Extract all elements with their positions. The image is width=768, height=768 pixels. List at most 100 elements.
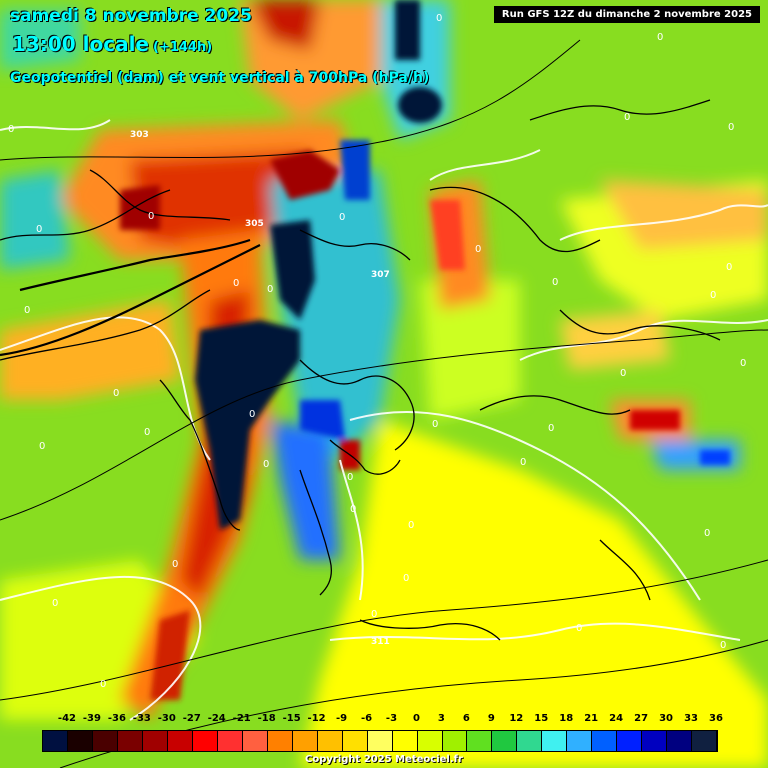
colorbar xyxy=(42,730,718,752)
colorbar-tick-label: -12 xyxy=(307,713,326,724)
zero-label: 0 xyxy=(249,409,255,420)
colorbar-swatch xyxy=(267,731,293,751)
isohypse-label-307: 307 xyxy=(371,270,390,280)
zero-label: 0 xyxy=(624,112,630,123)
colorbar-tick-label: 27 xyxy=(634,713,649,724)
colorbar-swatch xyxy=(492,731,518,751)
geopotential-labels: 303 305 307 311 xyxy=(130,130,390,647)
zero-label: 0 xyxy=(371,609,377,620)
colorbar-swatch xyxy=(217,731,243,751)
lead-time: (+144h) xyxy=(153,40,213,55)
colorbar-swatch xyxy=(592,731,618,751)
zero-label: 0 xyxy=(347,472,353,483)
zero-label: 0 xyxy=(148,211,154,222)
colorbar-tick-label: 6 xyxy=(462,713,470,724)
isohypse-label-311: 311 xyxy=(371,637,390,647)
colorbar-swatch xyxy=(242,731,268,751)
zero-label: 0 xyxy=(436,13,442,24)
colorbar-swatch xyxy=(142,731,168,751)
field-description: Geopotentiel (dam) et vent vertical à 70… xyxy=(10,70,430,86)
colorbar-tick-label: -30 xyxy=(157,713,176,724)
colorbar-swatch xyxy=(417,731,443,751)
zero-label: 0 xyxy=(726,262,732,273)
run-info: Run GFS 12Z du dimanche 2 novembre 2025 xyxy=(493,6,760,23)
colorbar-swatch xyxy=(342,731,368,751)
zero-label: 0 xyxy=(113,388,119,399)
zero-label: 0 xyxy=(720,640,726,651)
colorbar-ticks: -42 -39 -36 -33 -30 -27 -24 -21 -18 -15 -12 -9 -6 -3 0… xyxy=(42,713,723,727)
colorbar-swatch xyxy=(542,731,568,751)
colorbar-swatch xyxy=(192,731,218,751)
colorbar-tick-label: 18 xyxy=(559,713,574,724)
colorbar-swatch xyxy=(517,731,543,751)
colorbar-tick-label: -21 xyxy=(232,713,251,724)
colorbar-swatch xyxy=(617,731,643,751)
zero-label: 0 xyxy=(432,419,438,430)
colorbar-tick-label: -39 xyxy=(82,713,101,724)
zero-label: 0 xyxy=(576,623,582,634)
colorbar-tick-label: 33 xyxy=(684,713,698,724)
colorbar-tick-label: -9 xyxy=(335,713,348,724)
zero-label: 0 xyxy=(36,224,42,235)
colorbar-swatch xyxy=(567,731,593,751)
colorbar-swatch xyxy=(67,731,93,751)
colorbar-swatch xyxy=(92,731,118,751)
colorbar-swatch xyxy=(692,731,718,751)
colorbar-tick-label: -15 xyxy=(282,713,301,724)
colorbar-swatch xyxy=(167,731,193,751)
zero-label: 0 xyxy=(620,368,626,379)
colorbar-tick-label: -27 xyxy=(182,713,201,724)
isohypse-label-305: 305 xyxy=(245,219,264,229)
zero-label: 0 xyxy=(520,457,526,468)
zero-label: 0 xyxy=(144,427,150,438)
zero-label: 0 xyxy=(704,528,710,539)
zero-label: 0 xyxy=(552,277,558,288)
colorbar-tick-label: 0 xyxy=(412,713,420,724)
colorbar-tick-label: 30 xyxy=(659,713,674,724)
zero-label: 0 xyxy=(52,598,58,609)
zero-label: 0 xyxy=(728,122,734,133)
forecast-date: samedi 8 novembre 2025 xyxy=(10,6,252,26)
colorbar-swatch xyxy=(392,731,418,751)
colorbar-tick-label: -3 xyxy=(385,713,398,724)
zero-label: 0 xyxy=(267,284,273,295)
zero-label: 0 xyxy=(657,32,663,43)
coastlines xyxy=(0,99,721,641)
colorbar-swatch xyxy=(117,731,143,751)
isohypse-label-303: 303 xyxy=(130,130,149,140)
colorbar-tick-label: 21 xyxy=(584,713,599,724)
colorbar-swatch xyxy=(367,731,393,751)
colorbar-swatch xyxy=(442,731,468,751)
colorbar-swatch xyxy=(667,731,693,751)
zero-label: 0 xyxy=(350,504,356,515)
zero-label: 0 xyxy=(263,459,269,470)
forecast-time: 13:00 locale (+144h) xyxy=(12,32,212,56)
colorbar-tick-label: -18 xyxy=(257,713,276,724)
colorbar-swatch xyxy=(292,731,318,751)
zero-label: 0 xyxy=(475,244,481,255)
copyright: Copyright 2025 Meteociel.fr xyxy=(305,754,463,765)
colorbar-tick-label: 24 xyxy=(609,713,624,724)
zero-contours xyxy=(0,119,768,721)
zero-label: 0 xyxy=(339,212,345,223)
colorbar-tick-label: 9 xyxy=(487,713,495,724)
colorbar-swatch xyxy=(43,731,68,751)
zero-label: 0 xyxy=(740,358,746,369)
zero-label: 0 xyxy=(100,679,106,690)
colorbar-tick-label: 3 xyxy=(437,713,445,724)
zero-label: 0 xyxy=(548,423,554,434)
colorbar-swatch xyxy=(467,731,493,751)
field-core xyxy=(120,0,730,700)
zero-label: 0 xyxy=(233,278,239,289)
zero-label: 0 xyxy=(710,290,716,301)
zero-label: 0 xyxy=(24,305,30,316)
colorbar-swatch xyxy=(642,731,668,751)
forecast-time-text: 13:00 locale xyxy=(12,32,149,56)
zero-label: 0 xyxy=(408,520,414,531)
colorbar-swatch xyxy=(317,731,343,751)
colorbar-tick-label: -6 xyxy=(360,713,373,724)
colorbar-tick-label: -42 xyxy=(57,713,76,724)
zero-label: 0 xyxy=(172,559,178,570)
